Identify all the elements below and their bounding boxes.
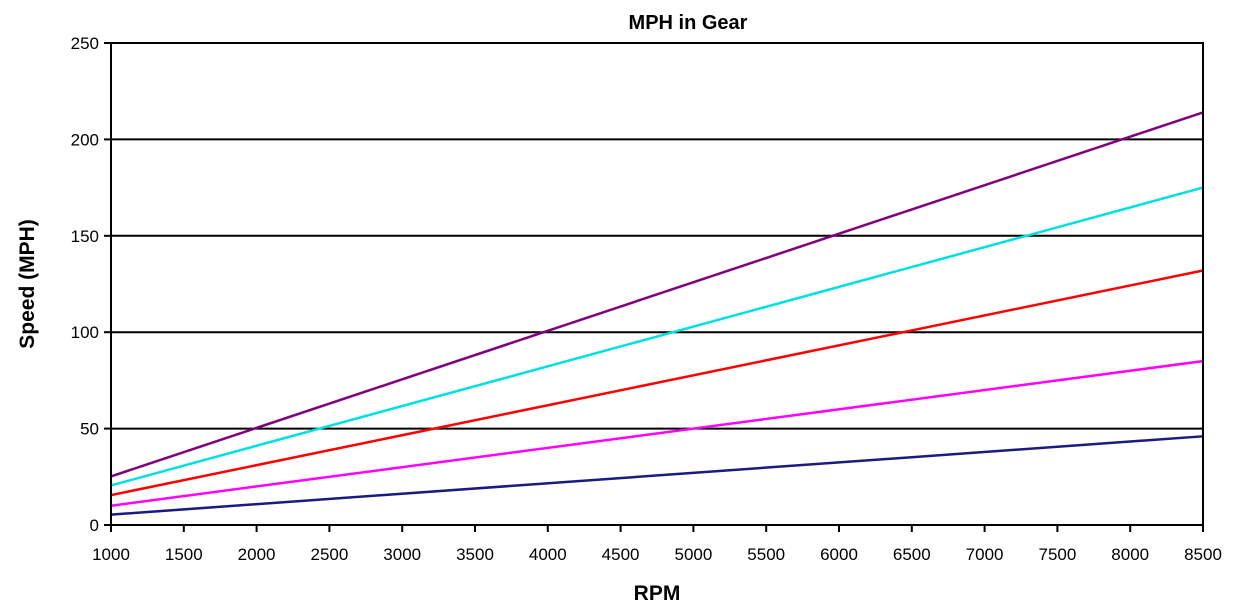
y-axis-ticks: 0 50 100 150 200 250 (71, 34, 111, 535)
x-tick-label: 8500 (1184, 545, 1222, 564)
plot-area-frame (110, 42, 1204, 526)
series-line (110, 359, 1204, 507)
x-tick-label: 5000 (674, 545, 712, 564)
x-tick-label: 4000 (529, 545, 567, 564)
series-line (110, 186, 1204, 487)
y-tick-label: 50 (80, 420, 99, 439)
chart-title: MPH in Gear (629, 12, 748, 34)
x-tick-label: 2000 (238, 545, 276, 564)
x-tick-label: 2500 (310, 545, 348, 564)
series-line (110, 435, 1204, 516)
y-tick-label: 200 (71, 130, 99, 149)
x-tick-label: 8000 (1111, 545, 1149, 564)
x-tick-label: 5500 (747, 545, 785, 564)
gridlines (111, 138, 1203, 430)
x-tick-label: 1500 (165, 545, 203, 564)
y-tick-label: 0 (90, 516, 99, 535)
y-tick-label: 250 (71, 34, 99, 53)
x-tick-label: 7500 (1038, 545, 1076, 564)
y-tick-label: 100 (71, 323, 99, 342)
x-tick-label: 1000 (92, 545, 130, 564)
x-tick-label: 3000 (383, 545, 421, 564)
series-line (110, 111, 1204, 478)
x-axis-ticks: 1000 1500 2000 2500 3000 3500 4000 4500 5000 5500… (92, 525, 1222, 564)
y-axis-title: Speed (MPH) (16, 219, 39, 349)
series-group (110, 111, 1204, 516)
x-axis-title: RPM (634, 582, 681, 605)
x-tick-label: 7000 (966, 545, 1004, 564)
y-tick-label: 150 (71, 227, 99, 246)
x-tick-label: 3500 (456, 545, 494, 564)
x-tick-label: 6500 (893, 545, 931, 564)
series-line (110, 269, 1204, 497)
x-tick-label: 4500 (602, 545, 640, 564)
x-tick-label: 6000 (820, 545, 858, 564)
